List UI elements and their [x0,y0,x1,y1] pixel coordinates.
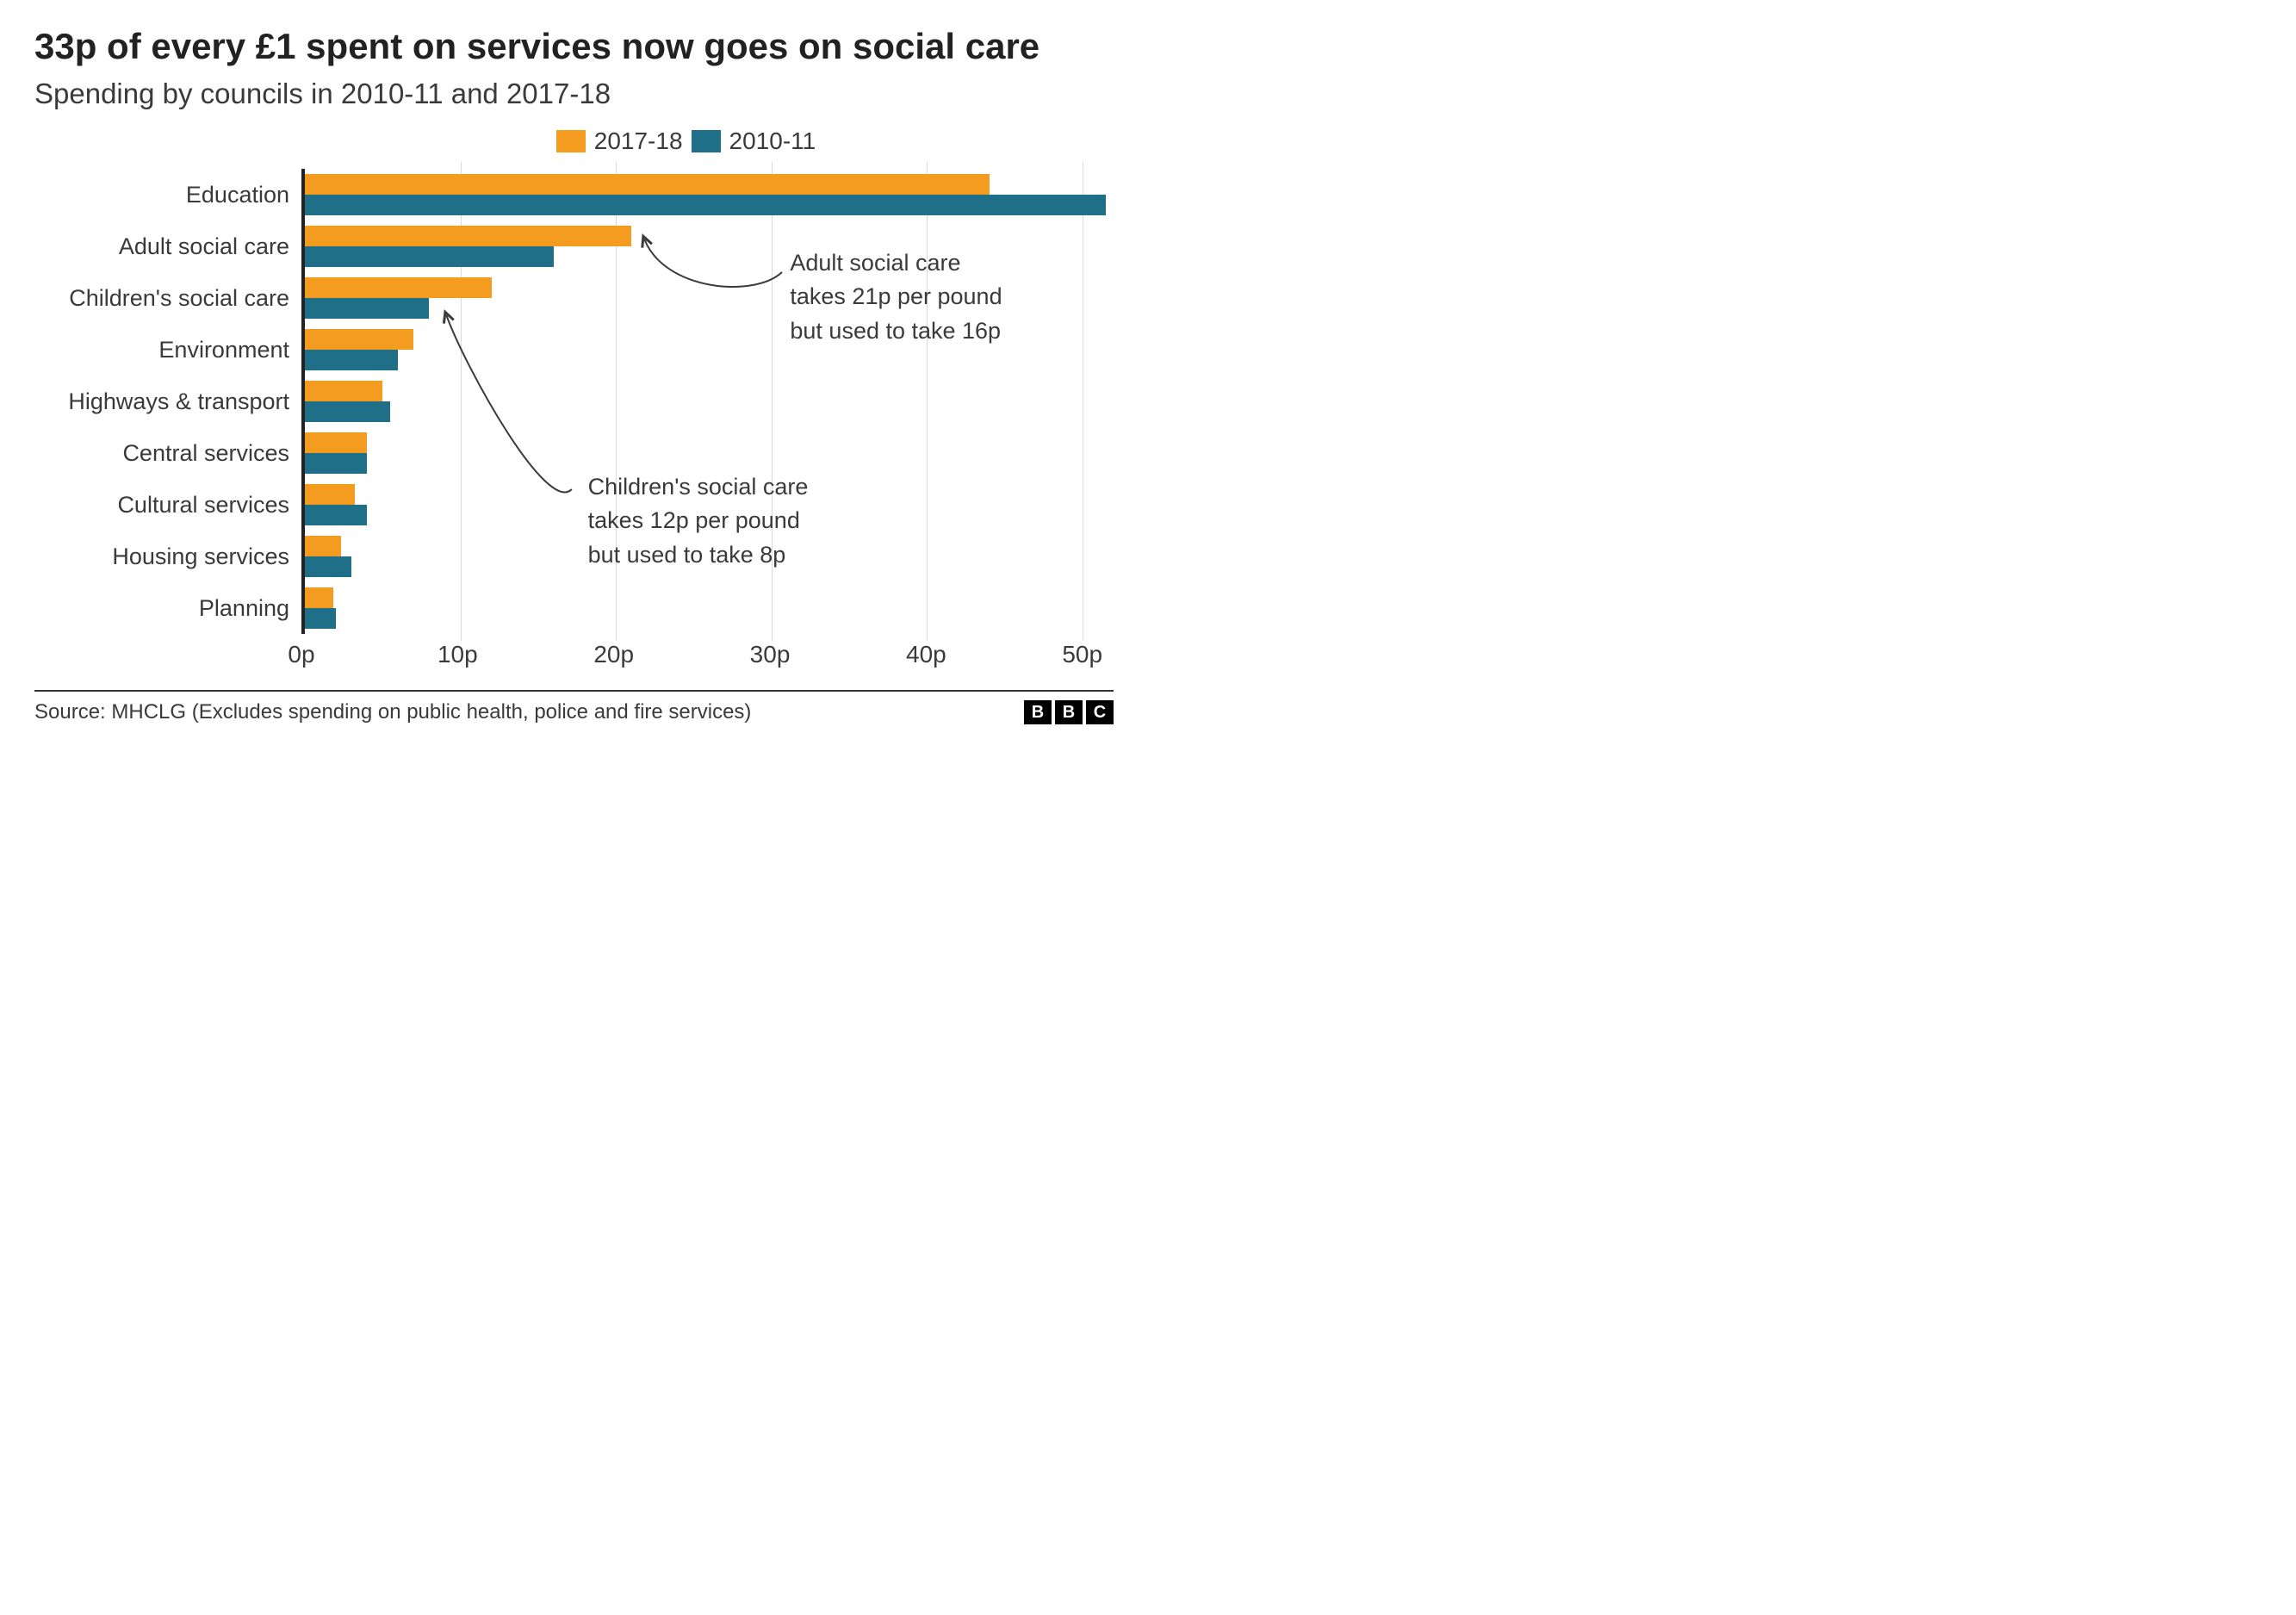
bar [305,350,398,370]
bar [305,174,990,195]
y-label: Central services [34,427,301,479]
bbc-logo: BBC [1024,700,1114,724]
legend: 2017-18 2010-11 [34,127,1114,155]
y-label: Environment [34,324,301,376]
bbc-logo-box: B [1024,700,1052,724]
x-tick-label: 50p [1062,641,1102,668]
bbc-logo-box: B [1055,700,1083,724]
y-label: Highways & transport [34,376,301,427]
y-label: Adult social care [34,221,301,272]
bar [305,195,1106,215]
y-axis-labels: EducationAdult social careChildren's soc… [34,169,301,634]
bar [305,536,341,556]
chart-title: 33p of every £1 spent on services now go… [34,26,1114,67]
bbc-logo-box: C [1086,700,1114,724]
bar [305,432,367,453]
bar [305,484,355,505]
bar [305,246,554,267]
bar [305,277,492,298]
y-label: Planning [34,582,301,634]
bar [305,453,367,474]
bar-group [305,324,1114,376]
y-label: Cultural services [34,479,301,531]
x-tick-label: 10p [437,641,478,668]
chart-subtitle: Spending by councils in 2010-11 and 2017… [34,78,1114,110]
chart-container: 33p of every £1 spent on services now go… [0,0,1148,742]
legend-label-b: 2010-11 [729,127,816,155]
bar [305,587,333,608]
bar-group [305,169,1114,221]
bar-group [305,272,1114,324]
y-label: Children's social care [34,272,301,324]
plot-area: Adult social caretakes 21p per poundbut … [301,169,1114,634]
bar [305,298,429,319]
legend-label-a: 2017-18 [594,127,683,155]
legend-swatch-b [692,130,721,152]
bar [305,381,382,401]
x-tick-label: 40p [906,641,946,668]
x-tick-label: 0p [288,641,314,668]
bar-group [305,582,1114,634]
y-label: Education [34,169,301,221]
chart-body: EducationAdult social careChildren's soc… [34,169,1114,681]
bar [305,556,351,577]
bar-group [305,531,1114,582]
bar [305,505,367,525]
bar [305,608,336,629]
legend-swatch-a [556,130,586,152]
source-text: Source: MHCLG (Excludes spending on publ… [34,700,751,724]
y-label: Housing services [34,531,301,582]
chart-footer: Source: MHCLG (Excludes spending on publ… [34,690,1114,724]
x-tick-label: 30p [750,641,791,668]
bar-group [305,427,1114,479]
bar [305,226,631,246]
bar-group [305,479,1114,531]
bar [305,401,390,422]
legend-item-2017-18: 2017-18 [556,127,683,155]
bar-group [305,221,1114,272]
bar-group [305,376,1114,427]
x-tick-label: 20p [593,641,634,668]
bar [305,329,413,350]
legend-item-2010-11: 2010-11 [692,127,816,155]
bars-stack [305,169,1114,634]
